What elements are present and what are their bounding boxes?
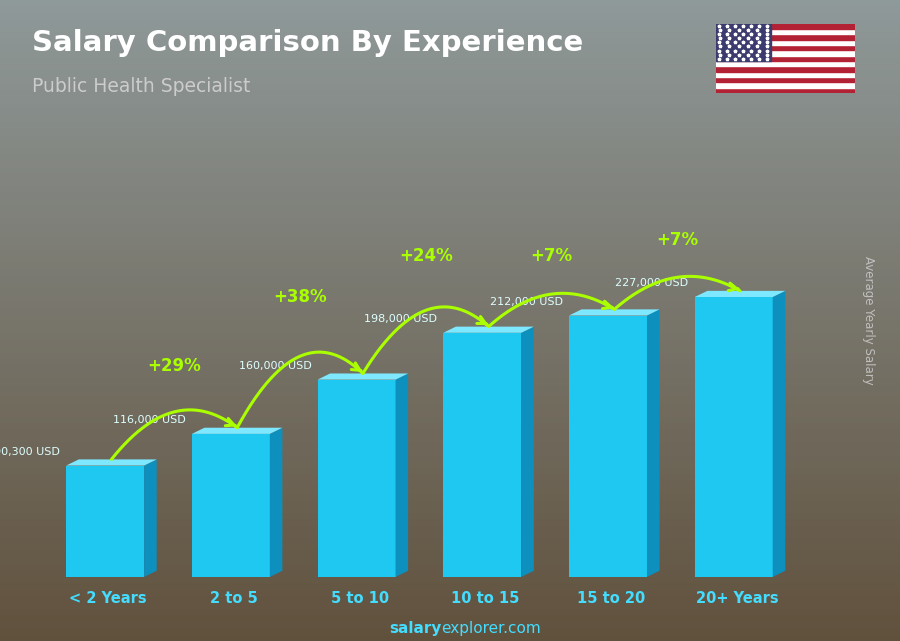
Bar xyxy=(716,88,855,93)
Polygon shape xyxy=(144,460,157,577)
Bar xyxy=(444,333,521,577)
Text: 198,000 USD: 198,000 USD xyxy=(364,314,437,324)
Bar xyxy=(318,379,395,577)
Text: 227,000 USD: 227,000 USD xyxy=(616,278,688,288)
Bar xyxy=(192,434,270,577)
Polygon shape xyxy=(521,327,534,577)
Bar xyxy=(716,35,855,40)
Text: Public Health Specialist: Public Health Specialist xyxy=(32,77,250,96)
Text: < 2 Years: < 2 Years xyxy=(69,591,147,606)
Text: 5 to 10: 5 to 10 xyxy=(330,591,389,606)
Text: Salary Comparison By Experience: Salary Comparison By Experience xyxy=(32,29,583,57)
Polygon shape xyxy=(67,460,157,465)
Bar xyxy=(67,465,144,577)
Polygon shape xyxy=(192,428,283,434)
Bar xyxy=(716,29,855,35)
Polygon shape xyxy=(773,291,786,577)
Text: +29%: +29% xyxy=(148,356,202,374)
Text: 90,300 USD: 90,300 USD xyxy=(0,447,60,456)
Text: 15 to 20: 15 to 20 xyxy=(577,591,645,606)
Text: 116,000 USD: 116,000 USD xyxy=(112,415,185,425)
Bar xyxy=(716,56,855,61)
Polygon shape xyxy=(395,374,408,577)
Bar xyxy=(716,61,855,66)
Polygon shape xyxy=(569,310,660,315)
Polygon shape xyxy=(270,428,283,577)
Text: 212,000 USD: 212,000 USD xyxy=(490,297,562,306)
Polygon shape xyxy=(444,327,534,333)
Polygon shape xyxy=(318,374,408,379)
Text: +7%: +7% xyxy=(656,231,698,249)
Text: +24%: +24% xyxy=(399,247,453,265)
Bar xyxy=(569,315,647,577)
Text: Average Yearly Salary: Average Yearly Salary xyxy=(862,256,875,385)
Text: explorer.com: explorer.com xyxy=(441,621,541,637)
Bar xyxy=(716,24,771,61)
Bar xyxy=(716,40,855,45)
Bar xyxy=(716,72,855,77)
Text: 10 to 15: 10 to 15 xyxy=(451,591,519,606)
Polygon shape xyxy=(695,291,786,297)
Bar xyxy=(716,82,855,88)
Bar xyxy=(716,24,855,29)
Bar xyxy=(716,45,855,51)
Polygon shape xyxy=(647,310,660,577)
Bar xyxy=(716,66,855,72)
Text: salary: salary xyxy=(389,621,441,637)
Text: 2 to 5: 2 to 5 xyxy=(210,591,258,606)
Bar xyxy=(716,51,855,56)
Bar xyxy=(716,77,855,82)
Text: +38%: +38% xyxy=(274,288,327,306)
Text: 160,000 USD: 160,000 USD xyxy=(238,361,311,370)
Text: 20+ Years: 20+ Years xyxy=(696,591,778,606)
Bar xyxy=(695,297,773,577)
Text: +7%: +7% xyxy=(530,247,572,265)
